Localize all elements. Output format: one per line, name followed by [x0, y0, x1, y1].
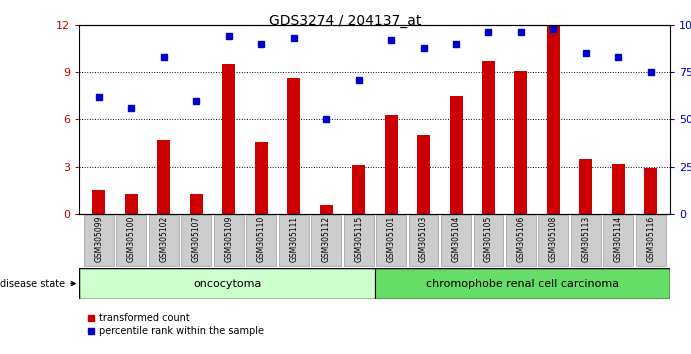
Text: GDS3274 / 204137_at: GDS3274 / 204137_at — [269, 14, 422, 28]
Bar — [603, 215, 633, 266]
Bar — [287, 79, 300, 214]
Text: GSM305108: GSM305108 — [549, 216, 558, 262]
Bar — [93, 190, 106, 214]
Bar — [571, 215, 600, 266]
Bar — [636, 215, 665, 266]
Bar — [246, 215, 276, 266]
Text: oncocytoma: oncocytoma — [193, 279, 261, 289]
Bar — [644, 169, 657, 214]
Bar — [547, 25, 560, 214]
Text: GSM305114: GSM305114 — [614, 216, 623, 262]
Bar — [515, 70, 527, 214]
Bar — [278, 215, 309, 266]
Bar — [182, 215, 211, 266]
Text: GSM305116: GSM305116 — [646, 216, 655, 262]
Text: GSM305110: GSM305110 — [257, 216, 266, 262]
Text: GSM305105: GSM305105 — [484, 216, 493, 262]
Text: GSM305115: GSM305115 — [354, 216, 363, 262]
Bar — [84, 215, 114, 266]
Text: GSM305112: GSM305112 — [322, 216, 331, 262]
Bar — [311, 215, 341, 266]
Bar — [117, 215, 146, 266]
Text: disease state: disease state — [0, 279, 75, 289]
Text: GSM305106: GSM305106 — [516, 216, 525, 262]
Bar — [450, 96, 462, 214]
Bar — [223, 64, 235, 214]
Text: GSM305103: GSM305103 — [419, 216, 428, 262]
Bar — [79, 268, 375, 299]
Bar — [343, 215, 374, 266]
Bar — [417, 135, 430, 214]
Bar — [385, 115, 397, 214]
Bar — [506, 215, 536, 266]
Bar — [612, 164, 625, 214]
Text: GSM305109: GSM305109 — [225, 216, 234, 262]
Bar — [376, 215, 406, 266]
Bar — [158, 140, 171, 214]
Text: GSM305107: GSM305107 — [192, 216, 201, 262]
Bar — [482, 61, 495, 214]
Bar — [149, 215, 179, 266]
Text: GSM305113: GSM305113 — [581, 216, 590, 262]
Bar — [125, 194, 138, 214]
Text: GSM305100: GSM305100 — [127, 216, 136, 262]
Bar — [473, 215, 504, 266]
Text: GSM305101: GSM305101 — [386, 216, 396, 262]
Bar — [352, 165, 365, 214]
Bar — [190, 194, 203, 214]
Text: GSM305104: GSM305104 — [451, 216, 460, 262]
Bar — [538, 215, 568, 266]
Legend: transformed count, percentile rank within the sample: transformed count, percentile rank withi… — [84, 309, 268, 340]
Bar — [375, 268, 670, 299]
Bar — [579, 159, 592, 214]
Bar — [441, 215, 471, 266]
Text: GSM305099: GSM305099 — [95, 216, 104, 262]
Bar — [320, 205, 332, 214]
Bar — [255, 142, 267, 214]
Text: chromophobe renal cell carcinoma: chromophobe renal cell carcinoma — [426, 279, 619, 289]
Bar — [214, 215, 244, 266]
Bar — [408, 215, 439, 266]
Text: GSM305102: GSM305102 — [160, 216, 169, 262]
Text: GSM305111: GSM305111 — [290, 216, 299, 262]
